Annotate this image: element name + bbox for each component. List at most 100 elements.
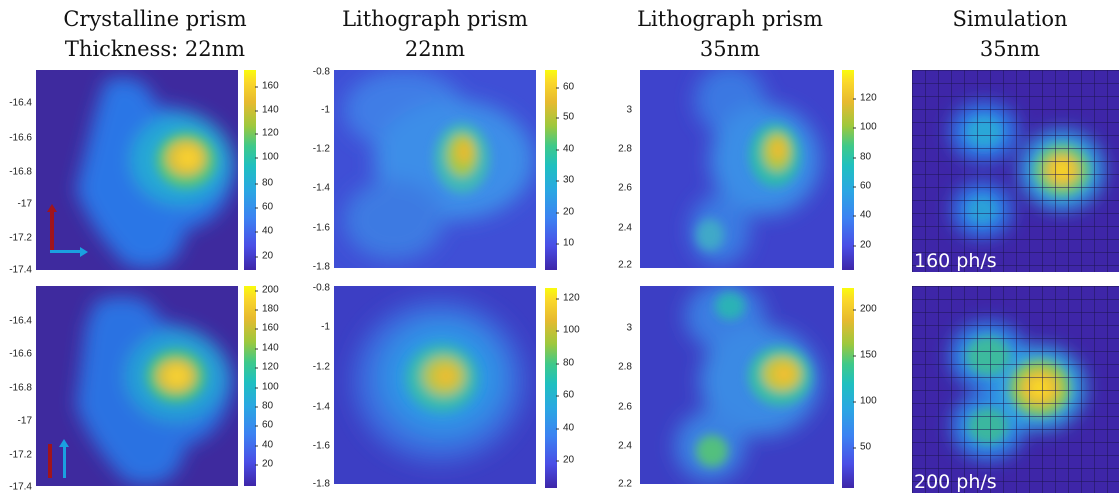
colorbar-tick: 20 [852, 239, 872, 251]
colorbar-tick: 60 [555, 389, 575, 401]
colorbar-tick: 120 [255, 127, 279, 139]
colorbar-tick: 100 [255, 151, 279, 163]
intensity-map [36, 286, 238, 486]
colorbar-tick: 180 [255, 303, 279, 315]
y-tick: -16.4 [9, 97, 32, 109]
colorbar-tick: 20 [254, 250, 274, 262]
y-tick: -0.8 [312, 282, 330, 294]
y-tick: -1 [321, 104, 330, 116]
intensity-map [334, 286, 536, 484]
y-tick: 2.8 [618, 143, 632, 155]
colorbar-tick: 160 [255, 80, 279, 92]
colorbar-tick: 160 [255, 322, 279, 334]
y-tick: -1.6 [312, 222, 330, 234]
panel-simulation-bottom: 200 ph/s [912, 286, 1119, 493]
colorbar-tick: 200 [255, 284, 279, 296]
intensity-map [640, 70, 834, 268]
y-tick: 2.6 [618, 401, 632, 413]
polarization-arrow-blue-head [59, 439, 69, 447]
colorbar-tick: 120 [556, 292, 580, 304]
title-line-2: 35nm [979, 37, 1041, 61]
colorbar-tick: 60 [555, 81, 575, 93]
polarization-arrow-blue [63, 446, 66, 478]
title-line-1: Lithograph prism [342, 7, 528, 31]
colorbar-tick: 80 [852, 151, 872, 163]
y-tick: 3 [626, 104, 632, 116]
y-tick: -16.6 [9, 348, 32, 360]
title-line-1: Lithograph prism [637, 7, 823, 31]
colorbar-tick: 50 [852, 441, 872, 453]
y-tick: -17.2 [9, 232, 32, 244]
colorbar-tick: 20 [555, 206, 575, 218]
colorbar-tick: 120 [255, 361, 279, 373]
colorbar-tick: 20 [555, 454, 575, 466]
y-tick: 2.8 [618, 361, 632, 373]
y-tick: -1.8 [312, 478, 330, 490]
title-line-2: 22nm [404, 37, 466, 61]
y-tick: 2.4 [618, 440, 632, 452]
colorbar-tick: 40 [555, 422, 575, 434]
polarization-arrow-blue [50, 250, 80, 253]
colorbar-tick: 100 [853, 395, 877, 407]
title-line-1: Crystalline prism [63, 7, 247, 31]
colorbar [545, 288, 557, 488]
colorbar-tick: 100 [255, 381, 279, 393]
y-tick: -1.6 [312, 440, 330, 452]
y-tick: -16.6 [9, 132, 32, 144]
colorbar-tick: 120 [853, 92, 877, 104]
y-tick: -1.4 [312, 182, 330, 194]
intensity-map [36, 70, 238, 270]
y-tick: 2.4 [618, 222, 632, 234]
panel-simulation-top: 160 ph/s [912, 70, 1119, 272]
colorbar-tick: 40 [852, 209, 872, 221]
y-tick: -17.2 [9, 449, 32, 461]
photon-rate-label: 200 ph/s [914, 471, 997, 493]
colorbar [244, 286, 256, 486]
colorbar-tick: 30 [555, 174, 575, 186]
colorbar-tick: 60 [254, 419, 274, 431]
polarization-arrow-red-head [47, 204, 57, 212]
column-title-crystalline: Crystalline prism Thickness: 22nm [30, 4, 280, 64]
y-tick: 2.6 [618, 182, 632, 194]
column-title-lithograph-35nm: Lithograph prism 35nm [610, 4, 850, 64]
colorbar-tick: 100 [853, 121, 877, 133]
colorbar [842, 288, 854, 488]
y-tick: -16.4 [9, 315, 32, 327]
y-tick: -1.8 [312, 261, 330, 273]
colorbar-tick: 80 [254, 400, 274, 412]
title-line-1: Simulation [952, 7, 1068, 31]
y-tick: 2.2 [618, 259, 632, 271]
y-tick: -17 [17, 415, 32, 427]
colorbar [842, 70, 854, 270]
colorbar-tick: 40 [254, 439, 274, 451]
y-tick: -16.8 [9, 382, 32, 394]
column-title-lithograph-22nm: Lithograph prism 22nm [315, 4, 555, 64]
y-tick: 3 [626, 322, 632, 334]
colorbar-tick: 150 [853, 349, 877, 361]
photon-rate-label: 160 ph/s [914, 250, 997, 272]
colorbar-tick: 10 [555, 237, 575, 249]
y-tick: -16.8 [9, 166, 32, 178]
polarization-arrow-red [48, 444, 52, 478]
colorbar-tick: 40 [254, 225, 274, 237]
colorbar-tick: 80 [254, 177, 274, 189]
colorbar-tick: 100 [556, 324, 580, 336]
y-tick: -1.4 [312, 401, 330, 413]
y-tick: -17.4 [9, 481, 32, 493]
intensity-map [640, 286, 834, 484]
colorbar-tick: 60 [852, 180, 872, 192]
title-line-2: Thickness: 22nm [64, 37, 246, 61]
y-tick: -1.2 [312, 143, 330, 155]
y-tick: -1.2 [312, 361, 330, 373]
colorbar-tick: 140 [255, 342, 279, 354]
y-tick: -1 [321, 321, 330, 333]
title-line-2: 35nm [699, 37, 761, 61]
y-tick: -17 [17, 198, 32, 210]
column-title-simulation: Simulation 35nm [920, 4, 1100, 64]
y-tick: -0.8 [312, 66, 330, 78]
y-tick: -17.4 [9, 264, 32, 276]
y-tick: 2.2 [618, 478, 632, 490]
colorbar-tick: 60 [254, 201, 274, 213]
colorbar-tick: 140 [255, 104, 279, 116]
colorbar [244, 70, 256, 270]
